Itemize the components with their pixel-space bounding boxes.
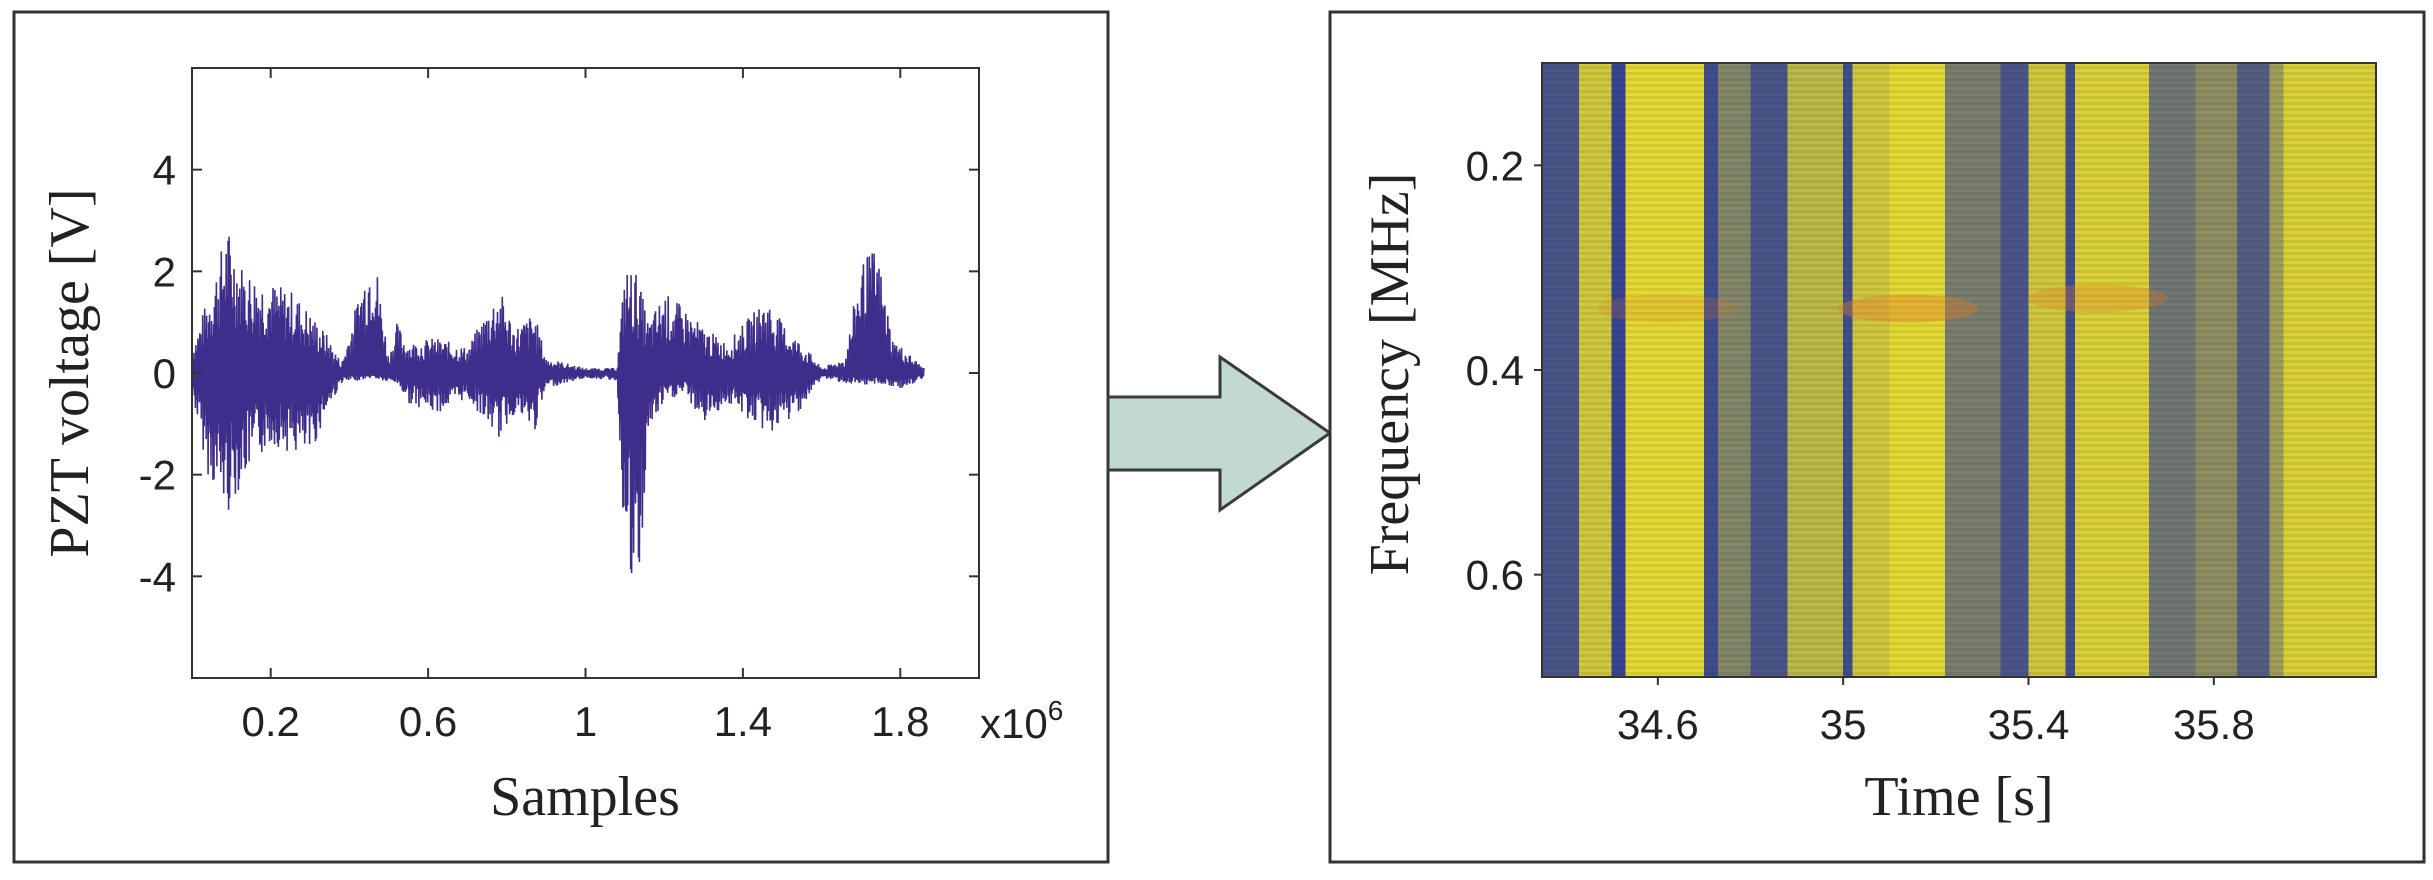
- spectrogram-hot-spot: [1597, 294, 1738, 323]
- spectrogram-hot-spots: [1597, 284, 2168, 323]
- waveform-y-tick-label: -2: [139, 452, 176, 499]
- waveform-x-tick-label: 1.4: [714, 698, 772, 745]
- waveform-y-tick-label: 2: [153, 248, 176, 295]
- spectrogram-panel: 34.6 35 35.4 35.8 0.2 0.4 0.6 Time [s] Freque…: [1328, 10, 2426, 864]
- spectrogram-hot-spot: [2028, 284, 2168, 313]
- waveform-x-exponent-power: 6: [1048, 695, 1064, 726]
- waveform-series-line: [191, 236, 925, 574]
- waveform-x-tick-label: 0.2: [242, 698, 300, 745]
- waveform-panel-frame: [12, 10, 1110, 864]
- waveform-x-exponent-label: x106: [980, 695, 1063, 747]
- waveform-x-exponent-base: x10: [980, 700, 1048, 747]
- spectrogram-y-axis-label: Frequency [MHz]: [1359, 173, 1421, 576]
- spectrogram-x-tick-label: 34.6: [1617, 701, 1699, 748]
- spectrogram-x-ticks: 34.6 35 35.4 35.8: [1617, 677, 2255, 748]
- spectrogram-hot-spot: [1838, 294, 1979, 323]
- spectrogram-y-tick-label: 0.4: [1466, 347, 1524, 394]
- spectrogram-x-axis-label: Time [s]: [1864, 766, 2053, 828]
- waveform-y-tick-label: 0: [153, 350, 176, 397]
- waveform-x-tick-label: 0.6: [399, 698, 457, 745]
- spectrogram-row-texture: [1542, 63, 2376, 677]
- spectrogram-x-tick-label: 35.4: [1988, 701, 2070, 748]
- transform-arrow-shape: [1106, 354, 1333, 513]
- waveform-x-tick-label: 1: [574, 698, 597, 745]
- waveform-plot-area: 0.2 0.6 1 1.4 1.8 4 2 0 -2 -4: [139, 67, 980, 745]
- waveform-y-tick-label: 4: [153, 147, 176, 194]
- waveform-y-tick-label: -4: [139, 553, 176, 600]
- waveform-x-ticks: 0.2 0.6 1 1.4 1.8: [242, 68, 929, 745]
- waveform-panel: 0.2 0.6 1 1.4 1.8 4 2 0 -2 -4 Samples PZT voltag…: [12, 10, 1110, 864]
- waveform-x-tick-label: 1.8: [871, 698, 929, 745]
- spectrogram-y-tick-label: 0.2: [1466, 142, 1524, 189]
- spectrogram-y-ticks: 0.2 0.4 0.6: [1466, 142, 1542, 599]
- spectrogram-y-tick-label: 0.6: [1466, 552, 1524, 599]
- spectrogram-x-tick-label: 35.8: [2173, 701, 2255, 748]
- waveform-x-axis-label: Samples: [490, 766, 680, 828]
- transform-arrow: [1106, 354, 1333, 513]
- spectrogram-image: [1542, 63, 2376, 677]
- spectrogram-x-tick-label: 35: [1820, 701, 1867, 748]
- waveform-y-axis-label: PZT voltage [V]: [39, 188, 101, 557]
- waveform-y-ticks: 4 2 0 -2 -4: [139, 147, 979, 600]
